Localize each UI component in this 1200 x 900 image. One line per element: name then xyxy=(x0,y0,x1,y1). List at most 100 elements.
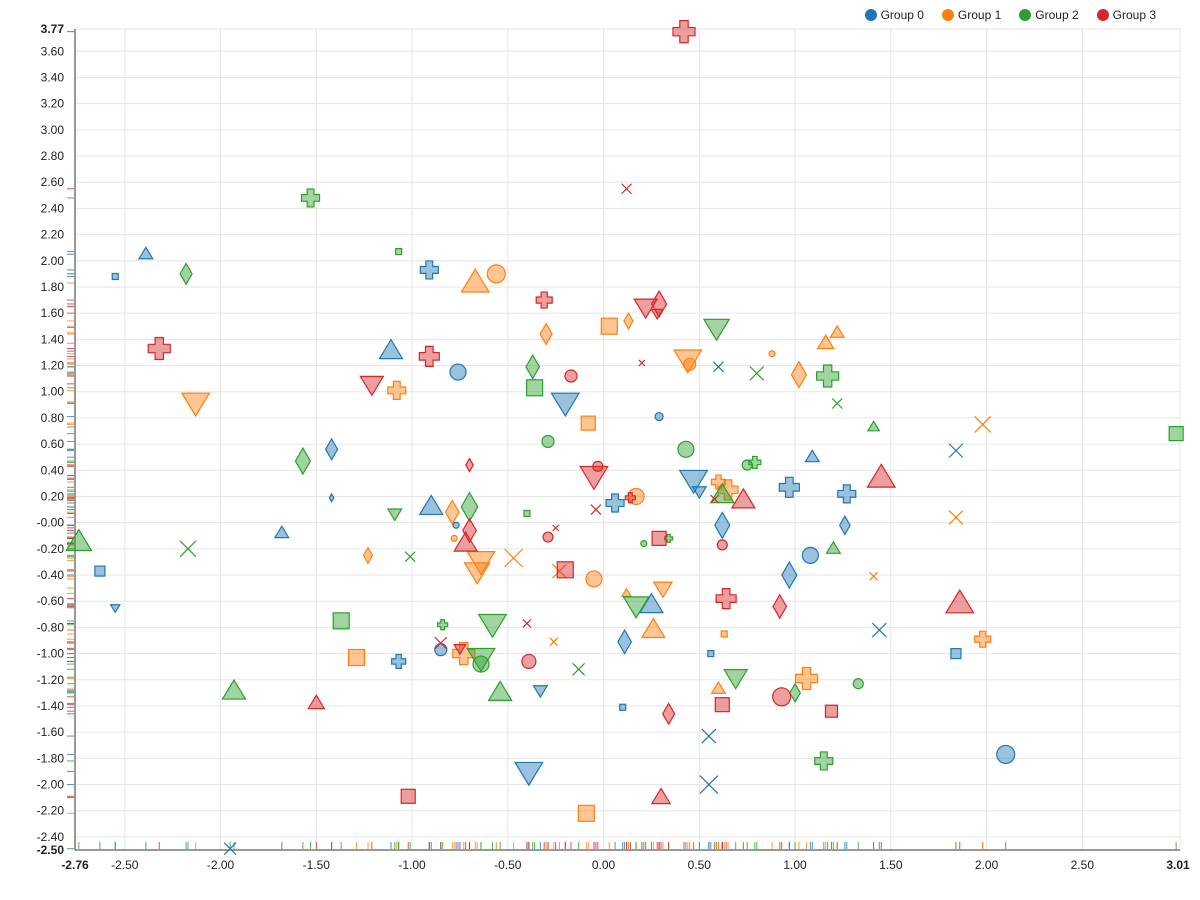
data-point-group-0 xyxy=(111,272,119,281)
y-tick-label: -2.40 xyxy=(37,830,65,844)
data-point-group-0 xyxy=(713,361,724,373)
y-tick-label: 2.00 xyxy=(41,254,65,268)
data-point-group-3 xyxy=(651,530,667,546)
data-point-group-1 xyxy=(829,324,846,338)
data-point-group-1 xyxy=(347,648,366,667)
y-tick-label: -0.60 xyxy=(37,594,65,608)
data-point-group-0 xyxy=(678,469,709,495)
data-point-group-2 xyxy=(814,751,834,771)
data-point-group-2 xyxy=(572,662,586,676)
y-tick-label: 0.60 xyxy=(41,437,65,451)
data-point-group-1 xyxy=(869,571,879,581)
data-point-group-1 xyxy=(362,546,374,565)
data-point-group-0 xyxy=(94,565,106,577)
data-point-group-2 xyxy=(640,539,648,548)
y-tick-label: -1.20 xyxy=(37,673,65,687)
data-point-group-1 xyxy=(585,570,603,588)
data-point-group-1 xyxy=(640,617,666,639)
data-point-group-1 xyxy=(790,360,808,389)
legend-label-group-3: Group 3 xyxy=(1112,8,1156,22)
y-tick-label: 1.80 xyxy=(41,280,65,294)
x-tick-label: -2.50 xyxy=(111,858,139,872)
data-point-group-0 xyxy=(701,728,717,744)
data-point-group-0 xyxy=(109,604,121,614)
data-point-group-2 xyxy=(702,318,731,342)
y-tick-label: 2.40 xyxy=(41,201,65,215)
data-point-group-1 xyxy=(816,334,835,350)
data-point-group-3 xyxy=(772,687,792,707)
data-point-group-1 xyxy=(450,534,458,542)
data-point-group-1 xyxy=(600,317,618,335)
legend-swatch-group-3 xyxy=(1096,9,1109,21)
data-point-group-2 xyxy=(395,247,403,256)
legend-swatch-group-2 xyxy=(1019,9,1032,21)
data-point-group-0 xyxy=(801,546,819,564)
data-point-group-2 xyxy=(526,379,544,397)
data-point-group-0 xyxy=(654,411,664,422)
data-point-group-0 xyxy=(550,392,581,418)
x-tick-label: 2.50 xyxy=(1071,858,1095,872)
data-point-group-1 xyxy=(794,666,819,691)
data-point-group-2 xyxy=(65,528,93,552)
data-point-group-0 xyxy=(714,511,731,540)
y-tick-label: 0.80 xyxy=(41,411,65,425)
data-point-group-2 xyxy=(386,508,403,522)
data-point-group-3 xyxy=(400,788,416,804)
data-point-group-1 xyxy=(486,264,506,284)
data-point-group-0 xyxy=(996,744,1016,765)
data-point-group-2 xyxy=(789,682,802,704)
data-point-group-0 xyxy=(324,437,339,461)
data-point-group-3 xyxy=(462,517,477,544)
y-tick-label: -0.00 xyxy=(37,516,65,530)
data-point-group-0 xyxy=(871,622,887,638)
legend-item-group-1[interactable]: Group 1 xyxy=(941,8,1001,22)
legend-item-group-2[interactable]: Group 2 xyxy=(1019,8,1079,22)
data-point-group-0 xyxy=(418,494,444,516)
data-point-group-2 xyxy=(831,398,843,409)
data-point-group-3 xyxy=(592,460,604,472)
legend-item-group-0[interactable]: Group 0 xyxy=(864,8,924,22)
data-point-group-3 xyxy=(542,531,554,543)
data-point-group-1 xyxy=(710,680,727,695)
data-point-group-1 xyxy=(504,548,523,568)
data-point-group-1 xyxy=(580,415,596,431)
data-point-group-0 xyxy=(948,443,964,459)
y-tick-label: 0.40 xyxy=(41,463,65,477)
data-point-group-1 xyxy=(539,322,553,346)
data-point-group-2 xyxy=(487,680,513,701)
data-point-group-2 xyxy=(525,353,541,380)
data-point-group-3 xyxy=(730,487,756,509)
y-tick-label: 2.20 xyxy=(41,228,65,242)
y-tick-label: 1.60 xyxy=(41,306,65,320)
y-tick-label: 3.20 xyxy=(41,97,65,111)
data-point-group-1 xyxy=(948,509,964,525)
y-tick-label: -0.80 xyxy=(37,620,65,634)
data-point-group-0 xyxy=(514,761,544,787)
legend-swatch-group-1 xyxy=(941,9,954,21)
data-point-group-0 xyxy=(838,514,851,536)
data-point-group-1 xyxy=(466,551,496,576)
legend-label-group-0: Group 0 xyxy=(880,8,924,22)
data-point-group-1 xyxy=(549,637,559,647)
data-point-group-0 xyxy=(804,449,821,463)
data-point-group-3 xyxy=(650,289,668,319)
x-tick-label-max: 3.01 xyxy=(1166,858,1190,872)
data-point-group-3 xyxy=(944,588,975,614)
data-point-group-0 xyxy=(419,260,439,280)
y-tick-label: 1.00 xyxy=(41,385,65,399)
data-point-group-2 xyxy=(816,364,840,388)
y-tick-label-min: -2.50 xyxy=(37,843,65,857)
data-point-group-1 xyxy=(552,563,567,579)
y-tick-label: 3.40 xyxy=(41,70,65,84)
data-point-group-2 xyxy=(477,613,508,639)
data-point-group-1 xyxy=(444,499,460,526)
data-point-group-1 xyxy=(720,630,728,638)
data-point-group-2 xyxy=(723,669,749,690)
legend-item-group-3[interactable]: Group 3 xyxy=(1096,8,1156,22)
data-point-group-3 xyxy=(866,463,897,488)
data-point-group-0 xyxy=(532,685,549,699)
data-point-group-2 xyxy=(332,612,350,630)
data-point-group-2 xyxy=(179,262,193,286)
